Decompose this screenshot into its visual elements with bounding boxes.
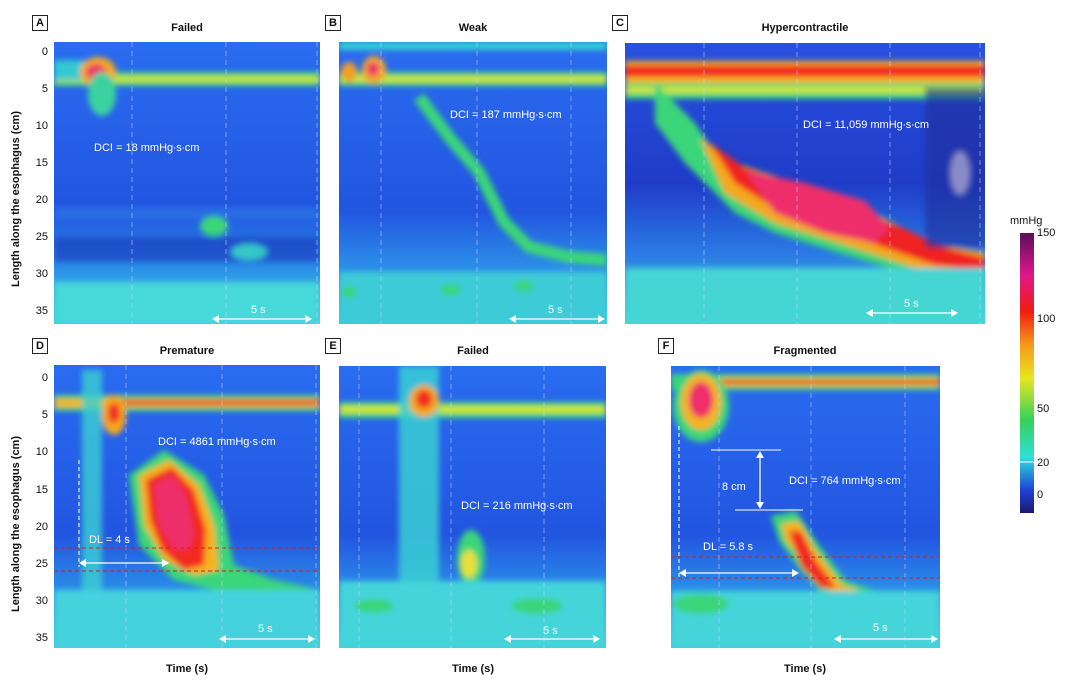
panel-title-b: Weak (458, 22, 488, 34)
time-scale-arrow-e (504, 635, 600, 643)
colorbar-tick-150: 150 (1037, 227, 1056, 239)
x-axis-label-e: Time (s) (452, 663, 494, 675)
colorbar-unit: mmHg (1010, 215, 1043, 227)
dci-label-c: DCI = 11,059 mmHg∙s∙cm (803, 119, 930, 131)
y-axis-label-top: Length along the esophagus (cm) (10, 110, 22, 287)
colorbar-tick-0: 0 (1037, 489, 1044, 501)
heatmap-c (625, 43, 985, 324)
heatmap-d (54, 365, 320, 648)
panel-letter-c: C (612, 15, 628, 31)
time-scale-arrow-d (219, 635, 315, 643)
panel-title-a: Failed (171, 22, 203, 34)
panel-letter-b: B (325, 15, 341, 31)
time-scale-label-f: 5 s (873, 622, 888, 634)
time-scale-arrow-b (509, 315, 605, 323)
dl-label-d: DL = 4 s (89, 534, 130, 546)
panel-title-e: Failed (457, 345, 489, 357)
panel-letter-e: E (325, 338, 341, 354)
heatmap-f (671, 366, 940, 648)
time-scale-arrow-f (834, 635, 938, 643)
dl-label-f: DL = 5.8 s (703, 541, 754, 553)
dci-label-d: DCI = 4861 mmHg∙s∙cm (158, 436, 276, 448)
heatmap-b (339, 42, 607, 324)
colorbar (1020, 233, 1034, 513)
heatmap-f-svg (671, 366, 940, 648)
panel-title-c: Hypercontractile (761, 22, 849, 34)
heatmap-a (54, 42, 320, 324)
time-scale-label-d: 5 s (258, 623, 273, 635)
time-scale-label-c: 5 s (904, 298, 919, 310)
heatmap-d-svg (54, 365, 320, 648)
heatmap-e-svg (339, 366, 606, 648)
heatmap-b-svg (339, 42, 607, 324)
heatmap-c-svg (625, 43, 985, 324)
dci-label-f: DCI = 764 mmHg∙s∙cm (789, 475, 901, 487)
y-axis-label-bottom: Length along the esophagus (cm) (10, 435, 22, 612)
colorbar-tick-50: 50 (1037, 403, 1050, 415)
time-scale-arrow-a (212, 315, 312, 323)
heatmap-a-svg (54, 42, 320, 324)
time-scale-arrow-c (866, 309, 958, 317)
panel-letter-f: F (658, 338, 674, 354)
panel-letter-d: D (32, 338, 48, 354)
colorbar-tick-100: 100 (1037, 313, 1056, 325)
panel-letter-a: A (32, 15, 48, 31)
dci-label-e: DCI = 216 mmHg∙s∙cm (461, 500, 573, 512)
time-scale-label-a: 5 s (251, 304, 266, 316)
panel-title-d: Premature (159, 345, 215, 357)
panel-title-f: Fragmented (773, 345, 837, 357)
dci-label-b: DCI = 187 mmHg∙s∙cm (450, 109, 562, 121)
x-axis-label-d: Time (s) (166, 663, 208, 675)
x-axis-label-f: Time (s) (784, 663, 826, 675)
heatmap-e (339, 366, 606, 648)
gap-label-f: 8 cm (722, 481, 746, 493)
colorbar-tick-20: 20 (1037, 457, 1050, 469)
time-scale-label-b: 5 s (548, 304, 563, 316)
dci-label-a: DCI = 18 mmHg∙s∙cm (94, 142, 200, 154)
time-scale-label-e: 5 s (543, 625, 558, 637)
